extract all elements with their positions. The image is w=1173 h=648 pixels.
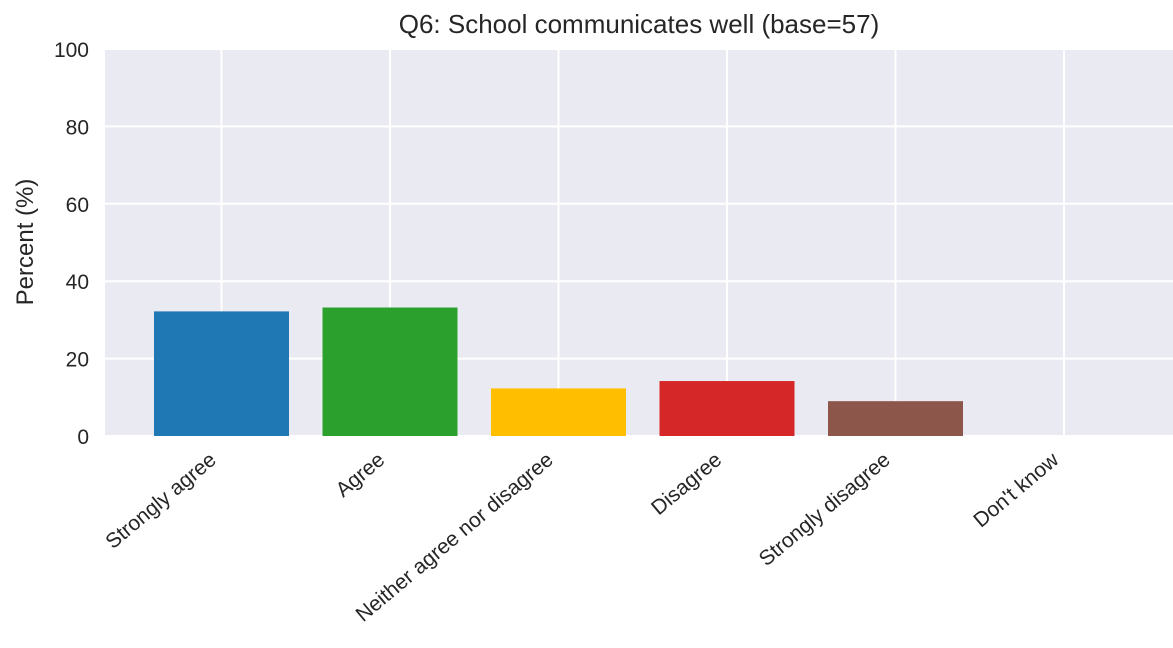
x-tick-label: Don't know: [969, 448, 1063, 533]
y-tick-label: 80: [66, 116, 89, 139]
bars: [154, 307, 963, 436]
chart-title: Q6: School communicates well (base=57): [399, 9, 880, 39]
bar-strongly-agree: [154, 311, 289, 436]
bar-strongly-disagree: [828, 401, 963, 436]
x-tick-label: Agree: [331, 448, 389, 502]
y-tick-label: 20: [66, 349, 89, 372]
bar-agree: [322, 307, 458, 436]
y-tick-label: 60: [66, 194, 89, 217]
x-tick-label: Strongly disagree: [755, 448, 895, 571]
bar-neither-agree-nor-disagree: [491, 388, 626, 436]
y-tick-label: 40: [66, 271, 89, 294]
bar-disagree: [659, 381, 795, 436]
x-tick-label: Neither agree nor disagree: [352, 448, 558, 626]
y-axis-label: Percent (%): [12, 179, 39, 306]
x-tick-label: Strongly agree: [101, 448, 220, 553]
y-tick-label: 0: [77, 426, 89, 449]
x-tick-label: Disagree: [647, 448, 726, 520]
grid-lines: [105, 48, 1173, 437]
y-tick-label: 100: [54, 39, 89, 62]
y-tick-labels: 0 20 40 60 80 100: [54, 39, 89, 449]
